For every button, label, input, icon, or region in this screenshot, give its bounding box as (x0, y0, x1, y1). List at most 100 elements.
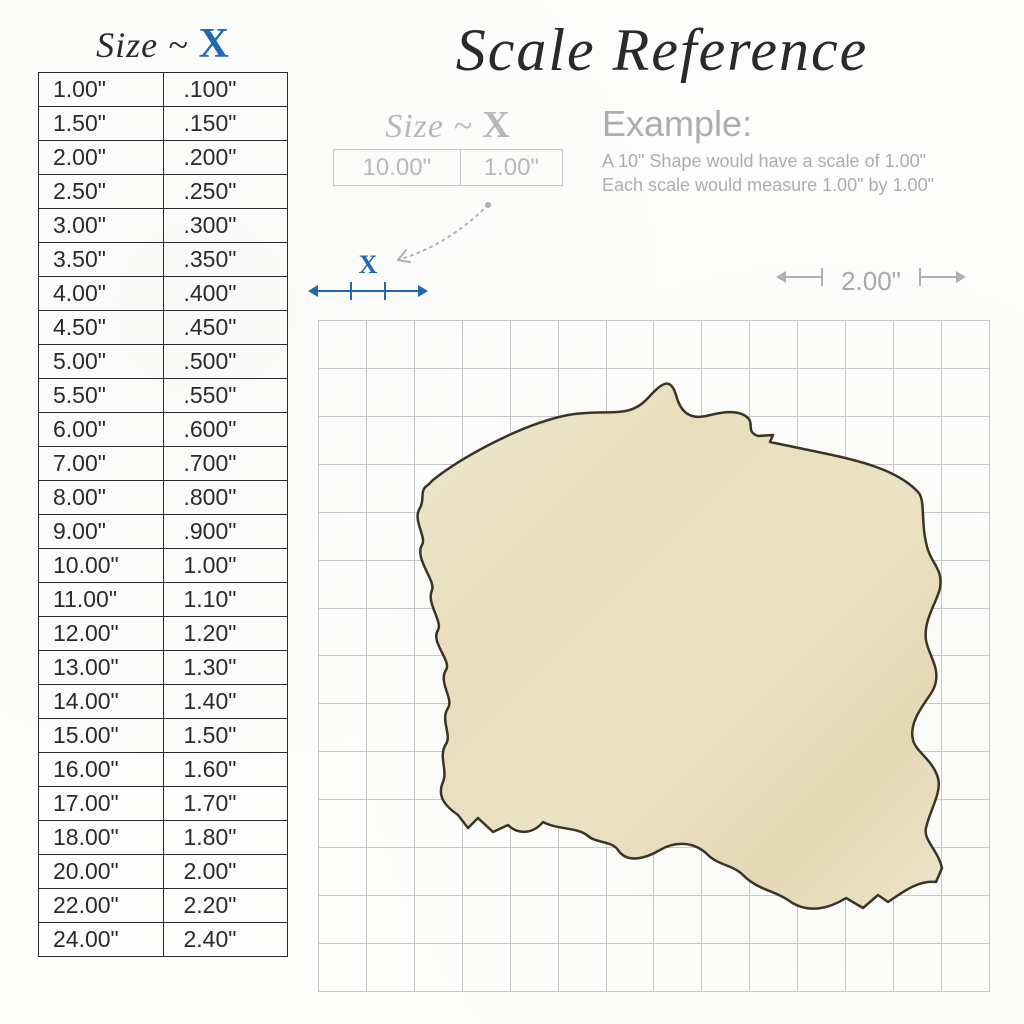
table-cell: 7.00" (39, 447, 164, 481)
shape-outline (318, 320, 990, 992)
table-row: 1.50".150" (39, 107, 288, 141)
table-row: 11.00"1.10" (39, 583, 288, 617)
page-container: Size ~ X 1.00".100"1.50".150"2.00".200"2… (0, 0, 1024, 1024)
table-row: 9.00".900" (39, 515, 288, 549)
table-cell: .800" (163, 481, 288, 515)
table-cell: 1.00" (163, 549, 288, 583)
dim-x-marker: X (308, 250, 428, 300)
table-cell: 14.00" (39, 685, 164, 719)
table-row: 18.00"1.80" (39, 821, 288, 855)
table-cell: .200" (163, 141, 288, 175)
table-cell: 22.00" (39, 889, 164, 923)
table-cell: .900" (163, 515, 288, 549)
table-cell: .400" (163, 277, 288, 311)
table-row: 6.00".600" (39, 413, 288, 447)
table-cell: 16.00" (39, 753, 164, 787)
table-cell: 3.00" (39, 209, 164, 243)
table-header-prefix: Size ~ (96, 25, 198, 65)
example-title: Example: (602, 103, 1006, 145)
table-header-x: X (199, 21, 230, 67)
mini-header-prefix: Size ~ (385, 108, 482, 145)
table-cell: 1.60" (163, 753, 288, 787)
table-cell: 1.50" (163, 719, 288, 753)
table-cell: .450" (163, 311, 288, 345)
left-column: Size ~ X 1.00".100"1.50".150"2.00".200"2… (28, 20, 298, 1004)
example-line2: Each scale would measure 1.00" by 1.00" (602, 173, 1006, 197)
table-cell: .250" (163, 175, 288, 209)
table-cell: .700" (163, 447, 288, 481)
table-cell: 11.00" (39, 583, 164, 617)
table-row: 8.00".800" (39, 481, 288, 515)
table-cell: 3.50" (39, 243, 164, 277)
right-column: Scale Reference Size ~ X 10.00" 1.00" Ex… (298, 20, 1006, 1004)
table-cell: 9.00" (39, 515, 164, 549)
example-line1: A 10" Shape would have a scale of 1.00" (602, 149, 1006, 173)
table-row: 2.50".250" (39, 175, 288, 209)
table-cell: .150" (163, 107, 288, 141)
table-cell: 5.00" (39, 345, 164, 379)
table-cell: 4.00" (39, 277, 164, 311)
dim-x-label: X (308, 250, 428, 280)
table-row: 4.50".450" (39, 311, 288, 345)
table-cell: 15.00" (39, 719, 164, 753)
table-row: 15.00"1.50" (39, 719, 288, 753)
table-row: 17.00"1.70" (39, 787, 288, 821)
mini-cell-1: 1.00" (460, 150, 562, 186)
table-cell: .350" (163, 243, 288, 277)
table-cell: 17.00" (39, 787, 164, 821)
table-row: 4.00".400" (39, 277, 288, 311)
table-cell: 1.20" (163, 617, 288, 651)
table-row: 5.50".550" (39, 379, 288, 413)
table-cell: .100" (163, 73, 288, 107)
table-row: 1.00".100" (39, 73, 288, 107)
table-cell: 1.40" (163, 685, 288, 719)
table-cell: .300" (163, 209, 288, 243)
table-cell: 2.40" (163, 923, 288, 957)
table-row: 16.00"1.60" (39, 753, 288, 787)
table-cell: .550" (163, 379, 288, 413)
table-cell: 1.10" (163, 583, 288, 617)
table-cell: 5.50" (39, 379, 164, 413)
table-cell: 4.50" (39, 311, 164, 345)
table-cell: 20.00" (39, 855, 164, 889)
table-cell: 13.00" (39, 651, 164, 685)
table-cell: 2.00" (163, 855, 288, 889)
main-title: Scale Reference (318, 16, 1006, 85)
table-row: 7.00".700" (39, 447, 288, 481)
table-row: 24.00"2.40" (39, 923, 288, 957)
table-row: 20.00"2.00" (39, 855, 288, 889)
table-cell: 2.20" (163, 889, 288, 923)
mini-table-wrap: Size ~ X 10.00" 1.00" (318, 103, 578, 198)
table-row: 2.00".200" (39, 141, 288, 175)
table-row: 10.00"1.00" (39, 549, 288, 583)
scale-table: 1.00".100"1.50".150"2.00".200"2.50".250"… (38, 72, 288, 957)
table-cell: 2.00" (39, 141, 164, 175)
table-cell: .500" (163, 345, 288, 379)
table-row: 12.00"1.20" (39, 617, 288, 651)
table-row: 14.00"1.40" (39, 685, 288, 719)
table-cell: 6.00" (39, 413, 164, 447)
example-row: Size ~ X 10.00" 1.00" Example: A 10" Sha… (318, 103, 1006, 198)
mini-header-x: X (482, 104, 510, 146)
table-cell: 10.00" (39, 549, 164, 583)
table-row: 22.00"2.20" (39, 889, 288, 923)
dim-right-label: 2.00" (776, 266, 966, 297)
mini-cell-0: 10.00" (334, 150, 461, 186)
table-cell: 1.80" (163, 821, 288, 855)
table-cell: 1.30" (163, 651, 288, 685)
dim-right-marker: 2.00" (776, 268, 966, 303)
table-row: 13.00"1.30" (39, 651, 288, 685)
table-cell: 1.70" (163, 787, 288, 821)
dim-x-line-icon (308, 282, 428, 300)
table-cell: 18.00" (39, 821, 164, 855)
table-cell: 2.50" (39, 175, 164, 209)
table-row: 5.00".500" (39, 345, 288, 379)
example-text: Example: A 10" Shape would have a scale … (602, 103, 1006, 198)
table-cell: 12.00" (39, 617, 164, 651)
mini-header: Size ~ X (318, 103, 578, 147)
table-cell: 24.00" (39, 923, 164, 957)
table-cell: .600" (163, 413, 288, 447)
shape-path (418, 384, 942, 909)
table-cell: 8.00" (39, 481, 164, 515)
table-row: 3.50".350" (39, 243, 288, 277)
